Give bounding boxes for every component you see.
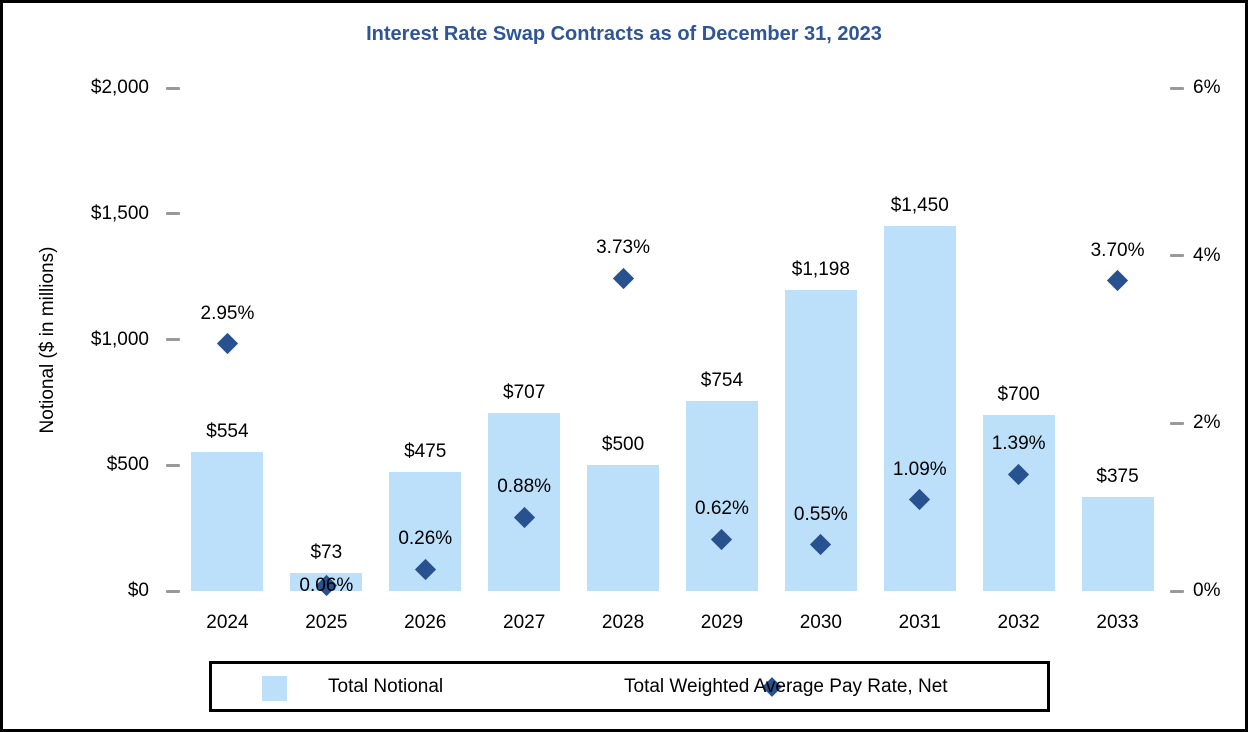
rate-label-2028: 3.73%: [596, 237, 650, 259]
bar-2029: [685, 401, 758, 591]
bar-label-2029: $754: [700, 370, 744, 392]
legend-marker-label: Total Weighted Average Pay Rate, Net: [624, 675, 948, 697]
left-axis-tick-0: [166, 86, 180, 90]
left-axis-tick-4: [166, 589, 180, 593]
chart-title: Interest Rate Swap Contracts as of Decem…: [366, 23, 882, 45]
bar-label-2024: $554: [206, 420, 249, 442]
x-label-2031: 2031: [898, 612, 941, 633]
left-axis-tick-label-4: $0: [127, 580, 149, 601]
rate-label-2024: 2.95%: [200, 302, 255, 324]
marker-2024: [216, 333, 239, 355]
rate-label-2032: 1.39%: [991, 433, 1046, 455]
rate-label-2026: 0.26%: [398, 528, 453, 550]
x-label-2033: 2033: [1096, 612, 1139, 633]
right-axis-tick-label-0: 6%: [1193, 77, 1221, 98]
right-axis-tick-label-3: 0%: [1193, 580, 1221, 601]
x-label-2030: 2030: [799, 612, 842, 633]
bar-2027: [488, 413, 561, 591]
right-axis-tick-1: [1170, 254, 1184, 258]
left-axis-tick-label-3: $500: [106, 454, 149, 476]
bar-label-2026: $475: [404, 440, 447, 462]
rate-label-2025: 0.06%: [299, 574, 354, 596]
rate-label-2033: 3.70%: [1090, 239, 1145, 261]
bar-2031: [883, 226, 956, 591]
left-axis-tick-label-1: $1,500: [90, 202, 149, 224]
marker-2033: [1106, 270, 1129, 292]
left-axis-tick-label-0: $2,000: [90, 77, 149, 98]
bar-2033: [1081, 496, 1154, 591]
x-label-2027: 2027: [503, 612, 546, 633]
bar-label-2031: $1,450: [890, 195, 949, 217]
legend-bar-swatch-icon: [262, 676, 287, 701]
right-axis-tick-label-2: 2%: [1193, 412, 1221, 434]
legend: Total Notional Total Weighted Average Pa…: [209, 661, 1050, 712]
right-axis-tick-2: [1170, 421, 1184, 425]
right-axis-tick-label-1: 4%: [1193, 244, 1221, 266]
x-label-2024: 2024: [206, 612, 249, 633]
bar-2032: [982, 414, 1055, 591]
left-axis-tick-3: [166, 463, 180, 467]
x-label-2032: 2032: [997, 612, 1040, 633]
legend-bar-label: Total Notional: [328, 675, 444, 697]
bar-label-2030: $1,198: [791, 258, 850, 280]
bar-2024: [191, 451, 264, 591]
left-axis-tick-1: [166, 212, 180, 216]
rate-label-2029: 0.62%: [695, 498, 749, 520]
left-axis-tick-label-2: $1,000: [90, 328, 149, 350]
bar-2028: [587, 465, 660, 591]
rate-label-2027: 0.88%: [497, 476, 552, 498]
bar-label-2027: $707: [503, 382, 546, 404]
bar-label-2025: $73: [310, 541, 343, 563]
rate-label-2031: 1.09%: [892, 458, 947, 480]
x-label-2025: 2025: [305, 612, 348, 633]
left-axis-tick-2: [166, 338, 180, 341]
right-axis-tick-3: [1170, 589, 1184, 593]
marker-2028: [612, 267, 634, 289]
x-label-2029: 2029: [700, 612, 744, 633]
plot-area: $2,000 $1,500 $1,000 $500 $0 6% 4% 2% 0% $554 $73 $…: [3, 3, 1245, 729]
x-label-2026: 2026: [404, 612, 447, 633]
bar-label-2028: $500: [601, 434, 645, 456]
rate-label-2030: 0.55%: [793, 503, 848, 525]
right-axis-tick-0: [1170, 86, 1184, 90]
bar-label-2032: $700: [997, 383, 1040, 405]
bar-label-2033: $375: [1096, 465, 1139, 487]
x-label-2028: 2028: [601, 612, 645, 633]
